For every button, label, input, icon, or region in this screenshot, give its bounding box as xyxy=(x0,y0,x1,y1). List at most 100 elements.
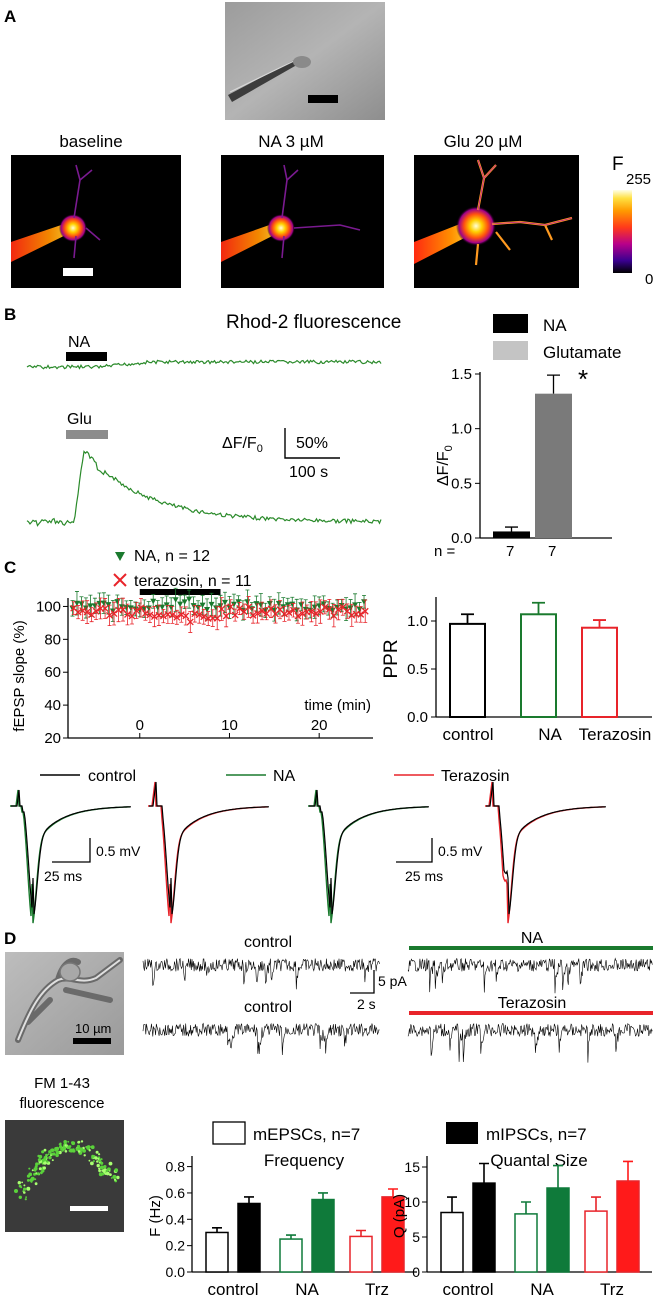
legend-terazosin-marker xyxy=(113,573,127,587)
error-bar xyxy=(212,1227,222,1233)
fm-puncta xyxy=(80,1140,84,1143)
fm-puncta xyxy=(67,1140,70,1143)
chart-title: Quantal Size xyxy=(490,1151,587,1170)
terazosin-point xyxy=(101,598,109,619)
x-tick-label: control xyxy=(442,1280,493,1299)
panel-letter-d: D xyxy=(4,929,16,948)
fm-puncta xyxy=(103,1165,107,1169)
error-bar xyxy=(505,526,518,532)
terazosin-point xyxy=(298,601,306,626)
frequency-bar-chart: Frequency 0.0 0.2 0.4 0.6 0.8 F (Hz) control NA T… xyxy=(147,1151,417,1299)
error-bar xyxy=(532,601,545,615)
y-tick-label: 1.0 xyxy=(451,421,472,438)
legend-na-marker xyxy=(115,552,125,561)
bar-trz-mipsc xyxy=(616,1180,640,1273)
fm-puncta xyxy=(85,1145,88,1148)
na-application-bar xyxy=(66,352,107,361)
error-bar xyxy=(356,1229,366,1237)
fm-puncta xyxy=(101,1172,105,1176)
na-point xyxy=(208,592,215,616)
na-point xyxy=(114,594,121,609)
error-bar xyxy=(623,1160,633,1181)
terazosin-point xyxy=(124,603,131,626)
terazosin-point xyxy=(222,604,230,628)
bar-control-mepsc xyxy=(205,1231,229,1273)
fm-puncta xyxy=(64,1150,68,1153)
fm-puncta xyxy=(38,1154,43,1159)
svg-text:10 µm: 10 µm xyxy=(75,1021,111,1036)
fm-puncta xyxy=(109,1173,112,1176)
terazosin-point xyxy=(168,606,176,624)
fm-puncta xyxy=(51,1159,54,1162)
fm-puncta xyxy=(47,1153,50,1155)
terazosin-point xyxy=(213,606,221,631)
glu-fluorescence-trace xyxy=(26,450,382,527)
na-point xyxy=(172,587,179,612)
brightfield-image xyxy=(225,2,385,120)
y-axis-label: fEPSP slope (%) xyxy=(11,620,28,731)
fm-puncta xyxy=(91,1154,95,1158)
bar-terazosin xyxy=(581,626,618,718)
y-tick-label: 15 xyxy=(404,1159,420,1175)
n-label: n = xyxy=(434,543,456,560)
na-point xyxy=(186,589,193,609)
fm-puncta xyxy=(43,1148,47,1152)
na-point xyxy=(105,594,112,615)
terazosin-point xyxy=(218,597,226,621)
y-tick-label: 100 xyxy=(36,598,61,615)
legend-mepsc-swatch xyxy=(212,1121,246,1145)
fm-puncta xyxy=(112,1174,117,1179)
fm-puncta xyxy=(29,1178,34,1182)
fm-puncta xyxy=(37,1158,42,1162)
fm-puncta xyxy=(46,1160,49,1163)
fm-puncta xyxy=(98,1169,101,1173)
terazosin-point xyxy=(312,601,320,626)
terazosin-point xyxy=(245,596,253,618)
error-bar xyxy=(318,1192,328,1200)
fm-puncta xyxy=(26,1179,30,1182)
x-axis-label: time (min) xyxy=(304,697,371,714)
current-trace xyxy=(142,1022,380,1056)
fm-fluorescence-image xyxy=(5,1120,124,1232)
calcium-image-baseline xyxy=(11,155,181,288)
bar-trz-mepsc xyxy=(349,1235,373,1273)
x-tick-label: NA xyxy=(538,725,562,744)
scale-bar-c1 xyxy=(52,838,91,863)
fm-puncta xyxy=(36,1172,40,1176)
terazosin-point xyxy=(150,606,158,628)
terazosin-point xyxy=(159,608,167,624)
trace-label-control-2: control xyxy=(244,999,292,1016)
fm-puncta xyxy=(50,1148,53,1151)
fm-puncta xyxy=(98,1153,101,1156)
y-tick-label: 10 xyxy=(404,1194,420,1210)
y-tick-label: 0.0 xyxy=(451,530,472,547)
fm-puncta xyxy=(48,1150,52,1154)
y-tick-label: 20 xyxy=(44,730,61,747)
trace-label-terazosin: Terazosin xyxy=(498,995,566,1012)
svg-text:control: control xyxy=(88,768,136,785)
colorbar-max: 255 xyxy=(626,171,651,188)
bar-na-mipsc xyxy=(311,1198,335,1273)
trace-label-na: NA xyxy=(521,930,544,947)
fm-puncta xyxy=(101,1169,104,1172)
colorbar xyxy=(613,190,632,273)
terazosin-point xyxy=(200,608,208,625)
na-bar-label: NA xyxy=(68,334,91,351)
fm-puncta xyxy=(35,1162,39,1166)
terazosin-point xyxy=(357,606,365,623)
scale-bar-d xyxy=(350,970,375,994)
y-tick-label: 5 xyxy=(412,1229,420,1245)
ppr-bar-chart: 0.0 0.5 1.0 PPR control NA Terazosin xyxy=(381,597,652,744)
terazosin-point xyxy=(173,609,181,625)
fm-label-1: FM 1-43 xyxy=(34,1075,90,1092)
fm-puncta xyxy=(35,1172,38,1174)
fm-puncta xyxy=(14,1189,18,1193)
scale-bar xyxy=(308,95,338,103)
fm-puncta xyxy=(63,1140,67,1144)
fm-puncta xyxy=(28,1172,33,1177)
fm-puncta xyxy=(82,1149,86,1153)
fm-puncta xyxy=(48,1155,52,1160)
fm-puncta xyxy=(17,1181,21,1185)
scale-t-2: 25 ms xyxy=(405,868,443,884)
